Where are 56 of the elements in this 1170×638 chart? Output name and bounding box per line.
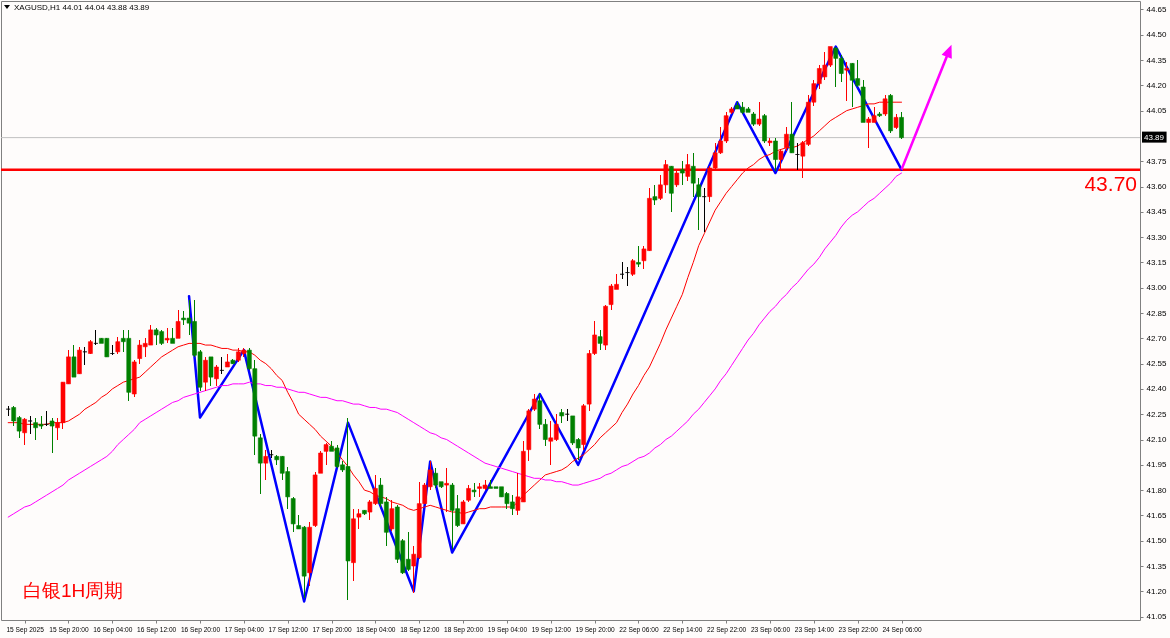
candlestick: [203, 356, 208, 392]
line-series: [7, 172, 903, 518]
y-tick-label: 41.05: [1146, 612, 1168, 622]
y-tick-label: 42.40: [1146, 384, 1168, 394]
y-tick-label: 43.15: [1146, 257, 1168, 267]
y-tick-label: 44.05: [1146, 106, 1168, 116]
candlestick: [652, 184, 658, 206]
y-tick-label: 42.25: [1146, 409, 1168, 419]
candlestick: [899, 111, 904, 140]
y-tick-label: 41.95: [1146, 460, 1168, 470]
candlestick: [844, 61, 850, 102]
y-tick-label: 41.50: [1146, 536, 1168, 546]
y-tick-label: 44.50: [1146, 30, 1168, 40]
y-tick-label: 43.30: [1146, 232, 1168, 242]
y-tick-label: 42.55: [1146, 359, 1168, 369]
candlestick: [22, 417, 27, 446]
y-tick-label: 41.35: [1146, 561, 1168, 571]
candlestick: [263, 449, 269, 481]
candlestick: [175, 309, 181, 339]
candlestick: [471, 482, 477, 498]
candlestick: [318, 450, 323, 474]
candlestick: [214, 364, 219, 387]
y-tick-label: 43.60: [1146, 182, 1168, 192]
candlestick: [323, 442, 329, 466]
y-tick-label: 42.85: [1146, 308, 1168, 318]
ref-line-label: 43.70: [1084, 171, 1137, 195]
y-tick-label: 44.35: [1146, 55, 1168, 65]
y-tick-label: 43.45: [1146, 207, 1168, 217]
candlestick: [756, 101, 762, 127]
candlestick: [356, 508, 362, 530]
y-tick-label: 41.20: [1146, 586, 1168, 596]
candlestick: [77, 346, 82, 375]
y-tick-label: 41.65: [1146, 510, 1168, 520]
y-tick-label: 42.70: [1146, 333, 1168, 343]
y-tick-label: 42.10: [1146, 435, 1168, 445]
annotation: 白银1H周期: [23, 580, 124, 601]
y-tick-label: 41.80: [1146, 485, 1168, 495]
y-tick-label: 43.75: [1146, 156, 1168, 166]
candlestick: [71, 344, 77, 378]
candlestick: [636, 245, 641, 268]
y-tick-label: 44.65: [1146, 4, 1168, 14]
candlestick: [208, 356, 214, 387]
candlestick: [690, 152, 696, 198]
candlestick: [696, 177, 702, 231]
candlestick: [767, 137, 773, 147]
candlestick: [789, 101, 795, 154]
candlestick: [680, 160, 685, 186]
candlestick: [784, 127, 789, 152]
candlestick: [49, 417, 55, 454]
candlestick: [164, 327, 170, 344]
candlestick: [597, 329, 603, 351]
candlestick: [773, 137, 778, 172]
y-tick-label: 43.00: [1146, 283, 1168, 293]
chart-title: XAGUSD,H1 44.01 44.04 43.88 43.89: [14, 3, 150, 12]
candlestick: [27, 415, 33, 435]
y-tick-label: 44.20: [1146, 80, 1168, 90]
